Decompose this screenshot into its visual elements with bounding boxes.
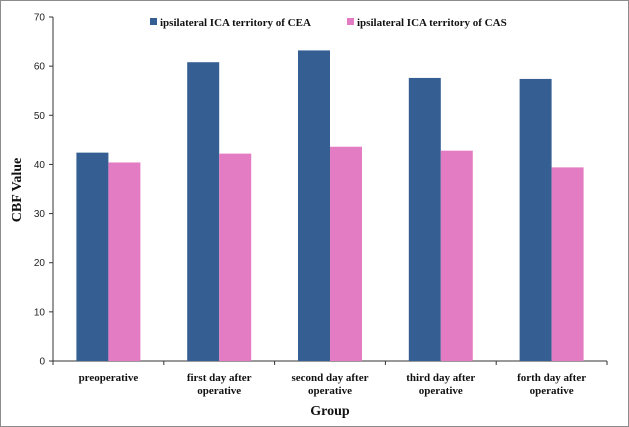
y-axis: 0 10 20 30 40 50 60 70 [34,13,54,368]
legend-label-cas: ipsilateral ICA territory of CAS [357,17,507,29]
y-tick-label: 10 [34,307,46,318]
bar-cea-3 [408,77,441,362]
bar-cas-2 [330,146,362,361]
legend-swatch-cas [347,18,354,25]
x-category-label: operative [197,385,241,397]
y-tick-label: 0 [39,357,45,368]
category-labels: preoperative first day afteroperativeseco… [79,372,587,397]
bar-cea-0 [76,152,109,361]
bar-cas-1 [219,153,252,361]
x-axis-title: Group [310,404,350,419]
legend-label-cea: ipsilateral ICA territory of CEA [160,17,311,29]
bar-cea-4 [519,78,552,362]
y-tick-label: 40 [34,160,46,171]
y-tick-label: 60 [34,62,46,73]
x-category-label: preoperative [79,372,139,384]
bars [76,50,584,362]
legend-swatch-cea [150,18,157,25]
x-category-label: operative [308,385,352,397]
bar-cea-1 [187,62,220,362]
x-axis [52,360,608,365]
y-tick-label: 50 [34,111,46,122]
x-category-label: operative [530,385,574,397]
y-tick-label: 30 [34,209,46,220]
y-tick-label: 70 [34,13,46,24]
x-category-label: operative [419,385,463,397]
bar-cas-4 [551,167,584,361]
x-category-label: third day after [406,372,475,384]
bar-cea-2 [298,50,330,361]
y-axis-title: CBF Value [10,158,25,222]
x-category-label: first day after [187,372,252,384]
bar-cas-0 [108,162,141,361]
x-category-label: forth day after [517,372,586,384]
bar-cas-3 [440,150,473,361]
x-category-label: second day after [292,372,369,384]
y-tick-label: 20 [34,258,46,269]
legend: ipsilateral ICA territory of CEA ipsilate… [150,17,507,29]
